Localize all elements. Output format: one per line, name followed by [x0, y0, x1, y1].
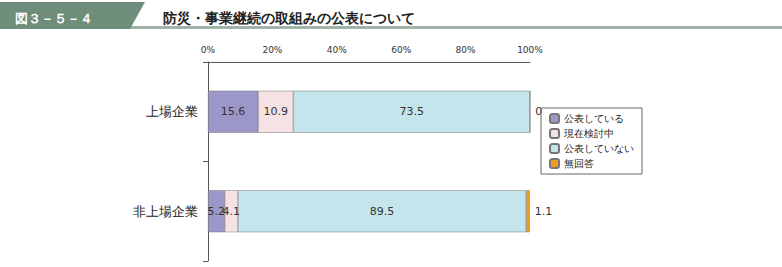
svg-text:10.9: 10.9: [264, 105, 289, 118]
svg-text:20%: 20%: [262, 45, 282, 55]
svg-text:4.1: 4.1: [223, 205, 241, 218]
svg-text:公表していない: 公表していない: [564, 143, 634, 154]
svg-text:40%: 40%: [327, 45, 347, 55]
svg-text:非上場企業: 非上場企業: [133, 204, 198, 219]
svg-text:5.2: 5.2: [207, 204, 226, 218]
svg-text:公表している: 公表している: [564, 113, 624, 124]
svg-text:現在検討中: 現在検討中: [564, 128, 614, 139]
svg-text:無回答: 無回答: [564, 158, 594, 169]
svg-text:図３－５－４: 図３－５－４: [15, 11, 93, 26]
svg-text:73.5: 73.5: [399, 105, 424, 118]
svg-text:1.1: 1.1: [535, 205, 553, 218]
svg-text:防災・事業継続の取組みの公表について: 防災・事業継続の取組みの公表について: [163, 10, 415, 26]
svg-text:80%: 80%: [456, 45, 476, 55]
svg-text:89.5: 89.5: [370, 205, 395, 218]
svg-text:15.6: 15.6: [221, 105, 246, 118]
svg-text:100%: 100%: [517, 45, 543, 55]
svg-text:0%: 0%: [201, 45, 216, 55]
svg-text:上場企業: 上場企業: [146, 104, 198, 119]
svg-text:60%: 60%: [391, 45, 411, 55]
svg-text:0: 0: [535, 105, 543, 119]
